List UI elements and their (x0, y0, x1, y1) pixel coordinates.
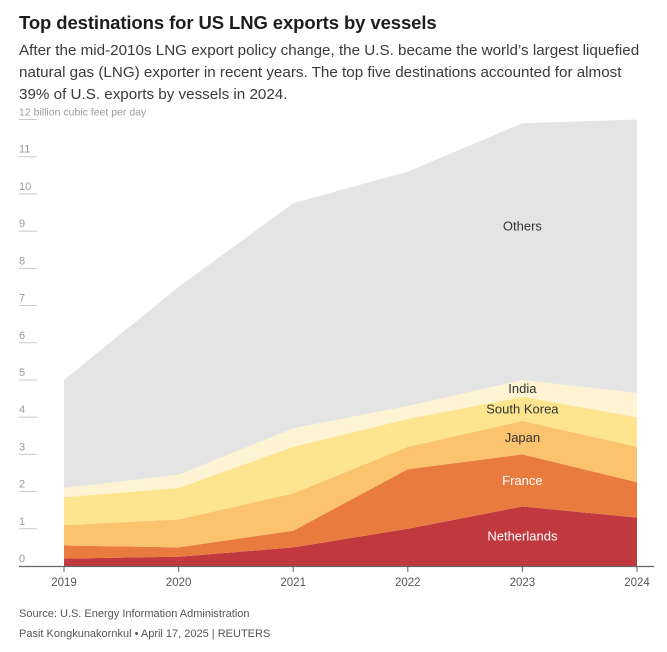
x-tick-label: 2019 (51, 577, 77, 589)
x-tick-label: 2024 (624, 577, 650, 589)
y-tick-label: 4 (19, 404, 25, 416)
y-tick-label: 11 (19, 144, 30, 156)
y-tick-label: 10 (19, 181, 31, 193)
y-axis-ticks: 1 2 3 4 5 6 7 8 9 10 11 12 billion cubic feet per d… (19, 108, 147, 565)
series-label-others: Others (503, 218, 543, 233)
series-label-south-korea: South Korea (486, 401, 559, 416)
series-label-netherlands: Netherlands (487, 529, 558, 544)
chart-subtitle: After the mid-2010s LNG export policy ch… (19, 42, 640, 103)
series-label-india: India (508, 381, 537, 396)
x-axis: 2019 2020 2021 2022 2023 2024 (19, 565, 654, 589)
y-tick-label: 1 (19, 516, 25, 528)
chart-title: Top destinations for US LNG exports by v… (19, 12, 437, 33)
x-tick-label: 2023 (510, 577, 536, 589)
stacked-area-chart: 1 2 3 4 5 6 7 8 9 10 11 12 billion cubic feet per d… (19, 108, 654, 589)
y-tick-label: 6 (19, 330, 25, 342)
source-note: Source: U.S. Energy Information Administ… (19, 608, 250, 620)
y-tick-label: 2 (19, 479, 25, 491)
area-france (64, 454, 637, 559)
y-tick-label: 12 billion cubic feet per day (19, 108, 147, 119)
area-japan (64, 420, 637, 548)
y-tick-label: 8 (19, 255, 25, 267)
x-tick-label: 2021 (280, 577, 306, 589)
area-south-korea (64, 396, 637, 526)
area-series (64, 119, 637, 566)
grid-lines (19, 119, 37, 530)
area-netherlands (64, 506, 637, 566)
y-tick-label: 5 (19, 367, 25, 379)
x-tick-label: 2020 (166, 577, 192, 589)
y-tick-label: 0 (19, 553, 25, 565)
series-labels: Netherlands France Japan South Korea India Ot… (486, 218, 559, 543)
area-india (64, 380, 637, 498)
series-label-japan: Japan (505, 430, 540, 445)
area-others (64, 119, 637, 488)
y-tick-label: 3 (19, 441, 25, 453)
y-tick-label: 9 (19, 218, 25, 230)
y-tick-label: 7 (19, 293, 25, 305)
series-label-france: France (502, 473, 542, 488)
x-tick-label: 2022 (395, 577, 421, 589)
byline: Pasit Kongkunakornkul • April 17, 2025 |… (19, 628, 271, 640)
